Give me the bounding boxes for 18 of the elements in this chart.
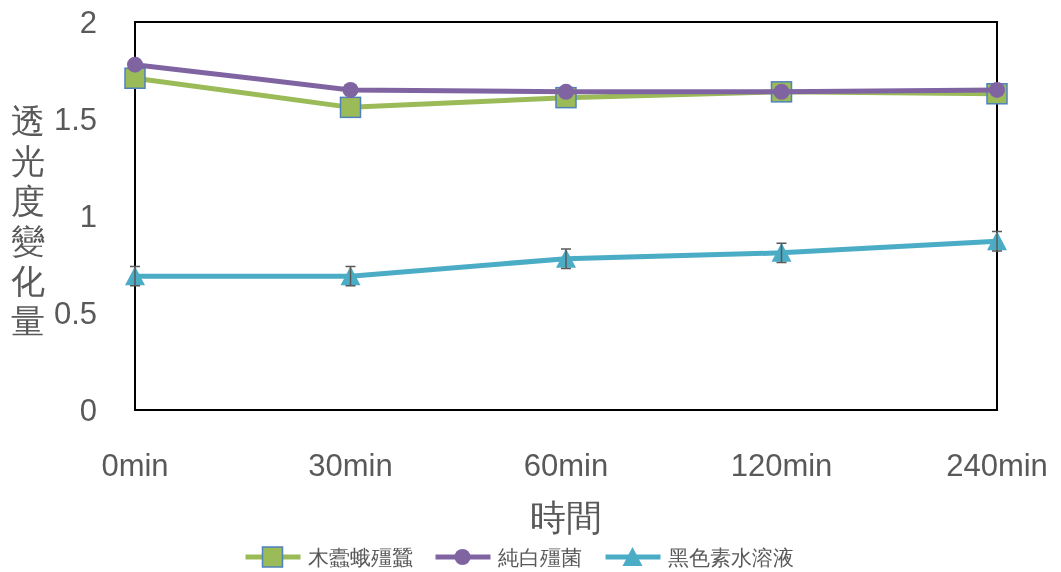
x-tick-label: 120min [730,448,833,483]
x-tick-label: 240min [946,448,1048,483]
y-tick-label: 2 [79,5,97,40]
point [127,56,143,73]
x-axis-title: 時間 [530,497,602,538]
point [339,96,362,119]
point [342,81,359,98]
legend-label: 黑色素水溶液 [667,546,794,569]
legend-label: 純白殭菌 [497,546,582,569]
x-tick-label: 30min [308,448,393,483]
y-tick-label: 0 [79,393,97,428]
x-tick-label: 0min [101,448,169,483]
y-tick-label: 0.5 [53,296,97,331]
y-tick-label: 1 [79,199,97,234]
y-axis-title: 透光度變化量 [11,102,45,340]
y-tick-label: 1.5 [53,102,97,137]
x-tick-label: 60min [523,448,609,483]
legend-label: 木蠹蛾殭蠶 [307,546,413,569]
